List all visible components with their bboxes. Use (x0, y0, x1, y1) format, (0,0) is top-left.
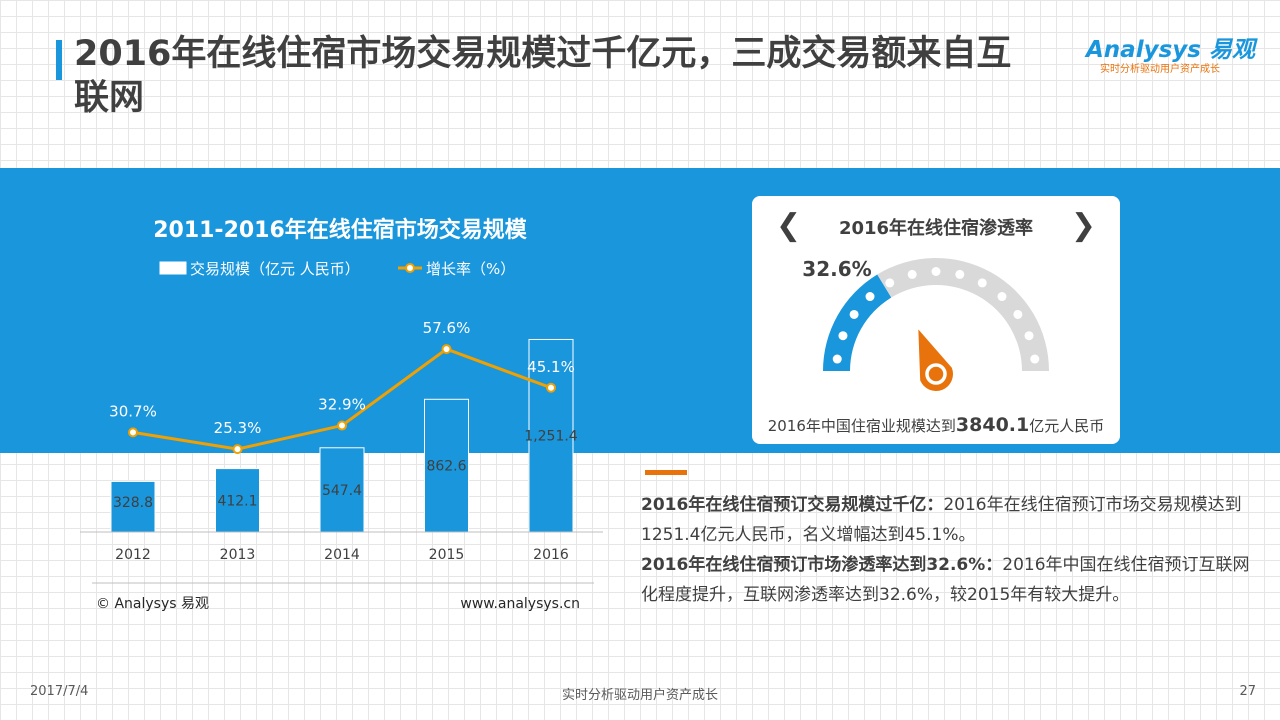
gauge-dot (955, 269, 965, 279)
chart-source: © Analysys 易观 (96, 596, 209, 612)
x-tick-label: 2014 (324, 547, 360, 563)
gauge-dot (1024, 331, 1034, 341)
gauge-dot (907, 269, 917, 279)
legend-line-marker (405, 263, 415, 273)
gauge-filled-arc (823, 274, 892, 371)
bar-value-label: 328.8 (113, 495, 153, 511)
gauge-dot (832, 354, 842, 364)
gauge-dot (997, 292, 1007, 302)
gauge-dot (865, 292, 875, 302)
bar-value-label: 412.1 (217, 493, 257, 509)
growth-rate-label: 25.3% (214, 419, 262, 437)
note-1-heading: 2016年在线住宿预订交易规模过千亿： (641, 495, 944, 515)
chart-title: 2011-2016年在线住宿市场交易规模 (153, 217, 528, 243)
growth-rate-point (128, 427, 138, 438)
chart-website: www.analysys.cn (460, 596, 580, 612)
next-arrow-icon[interactable]: ❯ (1070, 208, 1096, 243)
x-tick-label: 2012 (115, 547, 151, 563)
growth-rate-label: 45.1% (527, 358, 575, 376)
bar-2013 (215, 468, 260, 533)
caption-suffix: 亿元人民币 (1029, 417, 1105, 435)
x-tick-label: 2015 (429, 547, 465, 563)
penetration-card: ❮ 2016年在线住宿渗透率 ❯ 32.6% 2016年中国住宿业规模达到384… (752, 196, 1120, 444)
gauge-dot (931, 267, 941, 276)
bar-value-label: 1,251.4 (524, 429, 578, 445)
transaction-chart: 2011-2016年在线住宿市场交易规模 交易规模（亿元 人民币） 增长率（%）… (80, 217, 603, 612)
title-accent-bar (56, 40, 62, 80)
bar-2016 (528, 338, 574, 533)
brand-logo: Analysys 易观 实时分析驱动用户资产成长 (1086, 30, 1256, 75)
bar-2015 (424, 398, 469, 533)
legend-line-label: 增长率（%） (426, 260, 515, 278)
prev-arrow-icon[interactable]: ❮ (776, 208, 802, 243)
growth-rate-label: 30.7% (109, 402, 157, 420)
growth-rate-label: 57.6% (423, 319, 471, 337)
note-2-text: 2016年中国在线住宿预订互联网化程度提升，互联网渗透率达到32.6%，较201… (641, 555, 1250, 605)
x-tick-label: 2013 (220, 547, 256, 563)
growth-rate-point (337, 420, 347, 431)
bar-value-label: 547.4 (322, 483, 362, 499)
x-tick-label: 2016 (533, 547, 569, 563)
bar-2014 (319, 447, 365, 533)
legend-bar-swatch (159, 261, 187, 275)
gauge-value: 32.6% (802, 257, 871, 281)
gauge-dot (885, 278, 895, 288)
gauge-dot (1013, 309, 1023, 319)
gauge-dot (838, 331, 848, 341)
gauge-title: 2016年在线住宿渗透率 (838, 218, 1034, 239)
page-number: 27 (1239, 684, 1256, 699)
footer-date: 2017/7/4 (30, 684, 89, 699)
note-1-text: 2016年在线住宿预订市场交易规模达到1251.4亿元人民币，名义增幅达到45.… (641, 495, 1242, 545)
note-2-heading: 2016年在线住宿预订市场渗透率达到32.6%： (641, 555, 1003, 575)
notes-accent-dash (645, 470, 687, 475)
growth-rate-point (232, 444, 243, 455)
gauge-empty-arc (877, 258, 1049, 371)
gauge-dot (977, 278, 987, 288)
bar-2012 (110, 480, 156, 533)
logo-slogan: 实时分析驱动用户资产成长 (1100, 64, 1220, 75)
bar-value-label: 862.6 (426, 459, 466, 475)
note-2: 2016年在线住宿预订市场渗透率达到32.6%：2016年中国在线住宿预订互联网… (641, 550, 1266, 610)
gauge-caption: 2016年中国住宿业规模达到3840.1亿元人民币 (752, 414, 1120, 436)
growth-rate-point (546, 382, 556, 393)
footer-slogan: 实时分析驱动用户资产成长 (561, 688, 718, 703)
gauge-dot (1030, 354, 1040, 364)
caption-prefix: 2016年中国住宿业规模达到 (767, 417, 956, 435)
page-title: 2016年在线住宿市场交易规模过千亿元，三成交易额来自互联网 (74, 34, 1012, 118)
growth-rate-point (441, 344, 452, 355)
logo-wordmark: Analysys 易观 (1086, 37, 1255, 63)
growth-rate-label: 32.9% (318, 396, 366, 414)
gauge-dot (849, 309, 859, 319)
penetration-gauge: 32.6% (802, 257, 1049, 392)
note-1: 2016年在线住宿预订交易规模过千亿：2016年在线住宿预订市场交易规模达到12… (641, 490, 1266, 550)
legend-bar-label: 交易规模（亿元 人民币） (190, 260, 360, 278)
summary-notes: 2016年在线住宿预订交易规模过千亿：2016年在线住宿预订市场交易规模达到12… (641, 490, 1266, 610)
gauge-pivot (925, 363, 947, 385)
caption-value: 3840.1 (955, 414, 1030, 436)
chart-legend: 交易规模（亿元 人民币） 增长率（%） (159, 260, 515, 278)
